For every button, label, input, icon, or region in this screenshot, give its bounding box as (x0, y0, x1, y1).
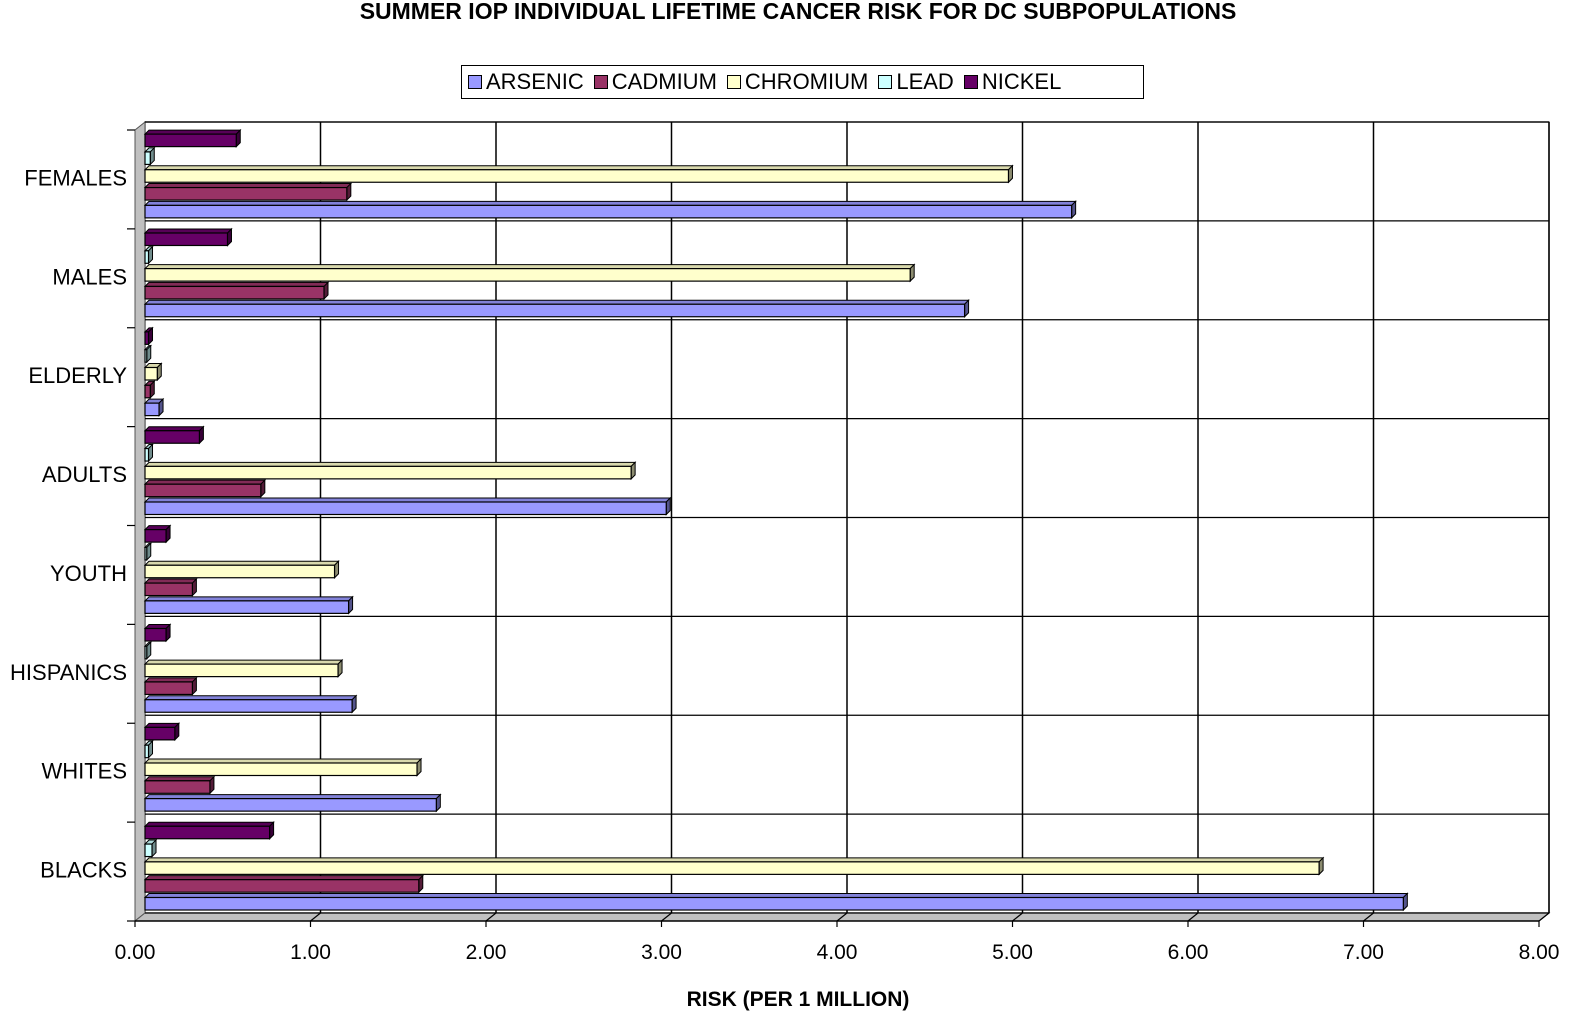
y-category-label: BLACKS (40, 858, 127, 883)
bar (144, 268, 911, 282)
bar (144, 564, 336, 579)
bar (144, 447, 150, 462)
gridline-floor (1187, 912, 1199, 922)
x-tick-label: 3.00 (641, 941, 682, 964)
legend: ARSENIC CADMIUM CHROMIUM LEAD NICKEL (461, 65, 1144, 99)
y-category-label: WHITES (41, 759, 127, 784)
gridline-floor (1012, 912, 1023, 922)
bar (144, 529, 167, 543)
bar (144, 726, 176, 741)
x-tick-label: 7.00 (1343, 941, 1384, 964)
x-tick-label: 5.00 (992, 941, 1033, 964)
legend-swatch-chromium (726, 75, 741, 89)
bar (144, 169, 1010, 183)
bar-top-face (143, 200, 1077, 206)
bar-top-face (143, 299, 970, 305)
bar (144, 744, 150, 759)
y-category-label: MALES (52, 264, 127, 289)
bar (144, 861, 1320, 875)
bar (144, 762, 418, 777)
x-axis-label: RISK (PER 1 MILLION) (686, 988, 910, 1011)
y-category-label: YOUTH (50, 561, 127, 586)
legend-swatch-arsenic (468, 75, 482, 89)
bar (144, 699, 353, 713)
bar (144, 546, 148, 561)
gridline-floor (1363, 912, 1374, 922)
legend-item-chromium: CHROMIUM (726, 69, 869, 95)
legend-label-nickel: NICKEL (981, 69, 1062, 94)
legend-label-arsenic: ARSENIC (486, 69, 584, 94)
x-tick-label: 0.00 (115, 941, 156, 964)
bar (144, 843, 153, 858)
bar (144, 151, 151, 166)
bar-top-face (143, 165, 1014, 171)
bar (144, 204, 1073, 219)
bar (144, 600, 350, 614)
x-tick-label: 1.00 (290, 941, 331, 964)
bar-top-face (143, 479, 267, 485)
legend-swatch-lead (878, 75, 893, 89)
y-category-label: ADULTS (42, 462, 127, 487)
gridline-floor (310, 912, 321, 922)
bar (144, 798, 437, 812)
plot-side-wall (134, 120, 146, 923)
bar (144, 663, 339, 678)
bar-top-face (143, 183, 353, 189)
x-tick-label: 8.00 (1519, 941, 1560, 964)
bar (144, 501, 667, 516)
legend-item-cadmium: CADMIUM (593, 69, 717, 95)
bar (144, 896, 1404, 911)
gridline-floor (1538, 912, 1550, 922)
legend-item-nickel: NICKEL (963, 69, 1062, 95)
bar (144, 825, 271, 840)
bar (144, 681, 193, 696)
x-tick-label: 4.00 (817, 941, 858, 964)
bar (144, 483, 262, 498)
y-category-label: HISPANICS (10, 660, 127, 685)
bar-top-face (143, 426, 205, 432)
bar-top-face (143, 264, 916, 270)
bar (144, 402, 160, 417)
legend-label-cadmium: CADMIUM (611, 69, 717, 94)
bar (144, 331, 150, 345)
legend-swatch-cadmium (593, 75, 608, 89)
bar-top-face (143, 281, 330, 287)
chart-title: SUMMER IOP INDIVIDUAL LIFETIME CANCER RI… (359, 0, 1237, 24)
bar (144, 349, 148, 363)
legend-item-lead: LEAD (878, 69, 954, 95)
legend-swatch-nickel (963, 75, 978, 89)
bar (144, 232, 229, 247)
bar-top-face (143, 129, 242, 135)
legend-label-lead: LEAD (896, 69, 954, 94)
x-tick-label: 2.00 (466, 941, 507, 964)
bar (144, 879, 420, 893)
bar-top-face (143, 497, 672, 503)
bar-top-face (143, 461, 637, 467)
x-tick-label: 6.00 (1168, 941, 1209, 964)
bar (144, 430, 201, 444)
bar (144, 465, 632, 480)
bar (144, 250, 150, 264)
bar (144, 186, 348, 201)
bar (144, 645, 148, 660)
y-category-label: FEMALES (24, 165, 127, 190)
legend-label-chromium: CHROMIUM (744, 69, 869, 94)
bar (144, 303, 966, 318)
bar (144, 133, 237, 148)
bar (144, 285, 325, 300)
gridline-floor (661, 912, 672, 922)
bar (144, 366, 158, 381)
bar (144, 627, 167, 642)
bar (144, 582, 193, 597)
bar (144, 384, 151, 399)
gridline-floor (485, 912, 497, 922)
bar-top-face (143, 228, 233, 234)
y-category-label: ELDERLY (28, 363, 127, 388)
legend-item-arsenic: ARSENIC (468, 69, 584, 95)
gridline-floor (836, 912, 848, 922)
bar (144, 780, 211, 794)
